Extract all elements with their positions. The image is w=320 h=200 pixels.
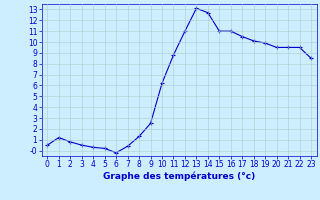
X-axis label: Graphe des températures (°c): Graphe des températures (°c) <box>103 172 255 181</box>
